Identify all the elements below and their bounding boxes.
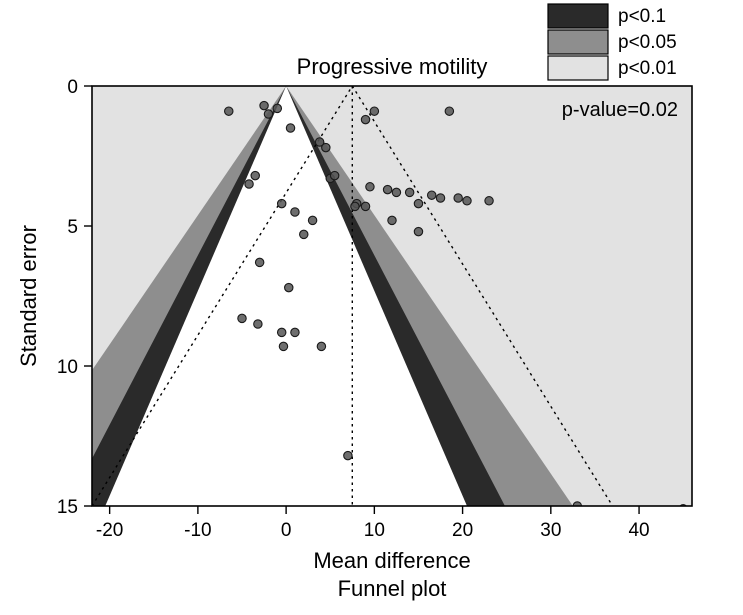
study-point [361, 115, 369, 123]
study-point [405, 188, 413, 196]
study-point [317, 342, 325, 350]
study-point [344, 451, 352, 459]
study-point [278, 199, 286, 207]
x-tick-label: -20 [96, 520, 123, 541]
study-point [330, 171, 338, 179]
study-point [291, 328, 299, 336]
study-point [445, 107, 453, 115]
study-point [414, 199, 422, 207]
y-axis-label: Standard error [16, 225, 41, 367]
study-point [366, 183, 374, 191]
study-point [225, 107, 233, 115]
study-point [370, 107, 378, 115]
x-tick-label: 0 [281, 520, 292, 541]
study-point [255, 258, 263, 266]
study-point [428, 191, 436, 199]
y-tick-label: 10 [57, 357, 78, 378]
study-point [260, 101, 268, 109]
y-tick-label: 5 [67, 217, 78, 238]
x-tick-label: 40 [628, 520, 649, 541]
study-point [238, 314, 246, 322]
legend-label: p<0.1 [618, 6, 666, 27]
chart-title: Progressive motility [297, 54, 488, 79]
study-point [285, 283, 293, 291]
study-point [315, 138, 323, 146]
study-point [300, 230, 308, 238]
p-value-annotation: p-value=0.02 [562, 99, 678, 121]
legend-swatch [548, 56, 608, 80]
study-point [383, 185, 391, 193]
study-point [264, 110, 272, 118]
x-tick-label: 10 [364, 520, 385, 541]
funnel-plot-figure: p-value=0.02 -20 -10 0 10 20 30 40 0 5 10 15 Mean di… [0, 0, 743, 615]
study-point [279, 342, 287, 350]
study-point [286, 124, 294, 132]
study-point [351, 202, 359, 210]
study-point [361, 202, 369, 210]
x-tick-label: 30 [540, 520, 561, 541]
legend-label: p<0.05 [618, 32, 677, 53]
funnel-plot-svg: p-value=0.02 -20 -10 0 10 20 30 40 0 5 10 15 Mean di… [0, 0, 743, 615]
legend-swatch [548, 30, 608, 54]
y-tick-label: 15 [57, 497, 78, 518]
subtitle: Funnel plot [338, 576, 447, 601]
study-point [278, 328, 286, 336]
study-point [251, 171, 259, 179]
study-point [392, 188, 400, 196]
x-tick-label: 20 [452, 520, 473, 541]
legend-swatch [548, 4, 608, 28]
legend-label: p<0.01 [618, 58, 677, 79]
study-point [454, 194, 462, 202]
y-tick-label: 0 [67, 77, 78, 98]
study-point [485, 197, 493, 205]
study-point [436, 194, 444, 202]
study-point [463, 197, 471, 205]
study-point [291, 208, 299, 216]
study-point [414, 227, 422, 235]
study-point [273, 104, 281, 112]
x-tick-label: -10 [184, 520, 211, 541]
study-point [245, 180, 253, 188]
study-point [254, 320, 262, 328]
study-point [308, 216, 316, 224]
x-axis-label: Mean difference [313, 548, 470, 573]
study-point [388, 216, 396, 224]
